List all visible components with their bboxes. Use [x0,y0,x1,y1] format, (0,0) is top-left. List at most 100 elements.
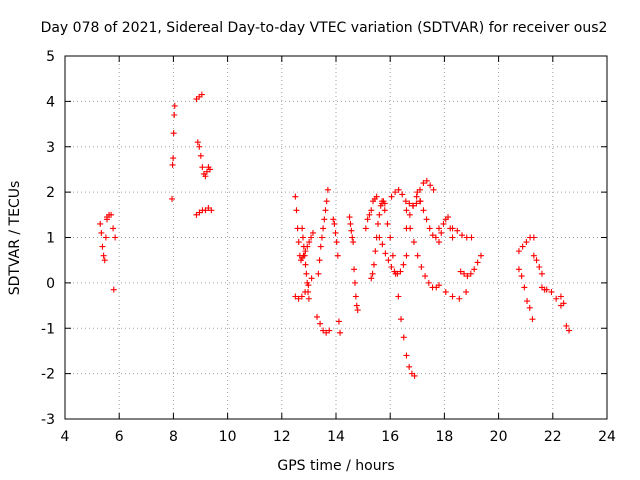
data-point [523,239,530,246]
data-point [430,186,437,193]
data-point [99,243,106,250]
y-tick-label: -2 [41,367,55,383]
data-point [305,288,312,295]
data-point [566,327,573,334]
data-point [347,220,354,227]
data-point [414,252,421,259]
data-point [449,293,456,300]
data-point [423,177,430,184]
data-point [348,227,355,234]
data-point [322,207,329,214]
data-point [376,234,383,241]
data-point [368,275,375,282]
data-point [334,252,341,259]
grid [65,56,607,419]
data-point [425,279,432,286]
data-point [98,229,105,236]
data-point [423,216,430,223]
data-point [171,111,178,118]
data-point [304,279,311,286]
data-point [391,268,398,275]
data-point [292,193,299,200]
y-tick-label: 4 [46,94,55,110]
data-point [463,288,470,295]
data-point [454,227,461,234]
data-point [387,234,394,241]
data-point [521,284,528,291]
data-point [379,198,386,205]
data-point [97,220,104,227]
data-point [445,214,452,221]
data-point [295,239,302,246]
data-point [368,207,375,214]
data-point [170,155,177,162]
data-point [515,248,522,255]
data-point [300,252,307,259]
data-point [403,352,410,359]
data-point [308,234,315,241]
data-point [351,266,358,273]
data-point [335,318,342,325]
x-tick-label: 8 [169,429,178,445]
y-tick-label: 5 [46,49,55,65]
data-point [442,288,449,295]
data-point [320,327,327,334]
data-point [196,143,203,150]
data-point [410,239,417,246]
x-tick-label: 22 [544,429,562,445]
y-tick-labels: -3 -2 -1 0 1 2 3 4 5 [41,49,55,428]
data-point [477,252,484,259]
data-point [333,239,340,246]
data-point [316,257,323,264]
data-point [526,304,533,311]
data-point [317,320,324,327]
data-point [440,220,447,227]
data-point [202,173,209,180]
data-point [543,286,550,293]
data-point [533,257,540,264]
x-tick-label: 18 [435,429,453,445]
data-point [110,225,117,232]
data-point [171,102,178,109]
data-point [406,363,413,370]
y-tick-label: -1 [41,321,55,337]
data-point [467,270,474,277]
data-point [324,186,331,193]
y-tick-label: -3 [41,412,55,428]
data-point [464,273,471,280]
y-tick-label: 2 [46,185,55,201]
data-point [382,250,389,257]
data-point [392,189,399,196]
data-point [169,161,176,168]
data-point [519,243,526,250]
data-points [97,91,573,379]
data-point [197,152,204,159]
data-point [395,186,402,193]
data-point [524,298,531,305]
data-point [402,198,409,205]
data-point [320,225,327,232]
data-point [530,252,537,259]
x-tick-label: 12 [273,429,291,445]
data-point [170,130,177,137]
data-point [563,322,570,329]
data-point [536,263,543,270]
data-point [353,302,360,309]
data-point [435,225,442,232]
data-point [293,207,300,214]
data-point [457,268,464,275]
x-tick-label: 4 [61,429,70,445]
data-point [364,216,371,223]
data-point [314,313,321,320]
data-point [351,279,358,286]
data-point [449,234,456,241]
data-point [323,329,330,336]
data-point [315,270,322,277]
data-point [337,329,344,336]
x-tick-label: 24 [598,429,616,445]
data-point [429,232,436,239]
data-point [321,216,328,223]
data-point [332,229,339,236]
data-point [394,270,401,277]
data-point [349,234,356,241]
